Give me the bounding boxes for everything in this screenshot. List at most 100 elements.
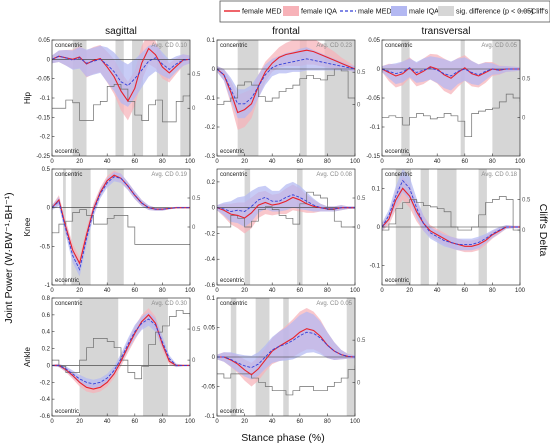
xtick-label: 0	[215, 419, 219, 425]
rtick-label: 0.5	[522, 77, 531, 83]
column-title-frontal: frontal	[272, 26, 300, 37]
ytick-label: 0.8	[42, 296, 51, 302]
female-med-line	[52, 47, 190, 103]
xtick-label: 100	[185, 288, 196, 294]
ytick-label: 0.05	[203, 326, 215, 332]
xtick-label: 60	[296, 159, 303, 165]
xtick-label: 40	[434, 288, 441, 294]
panels: -0.25 -0.2 -0.15 -0.1 -0.05 0 0.05 0 20 40 60 80 100…	[23, 38, 531, 425]
male-iqa-band	[217, 47, 355, 119]
ytick-label: -0.1	[40, 96, 51, 102]
ytick-label: -0.05	[36, 77, 50, 83]
xtick-label: 20	[76, 159, 83, 165]
ytick-label: 0.2	[42, 347, 51, 353]
xtick-label: 100	[350, 159, 361, 165]
male-iqa-band	[382, 56, 520, 91]
rtick-label: 0	[357, 225, 361, 231]
xtick-label: 60	[131, 159, 138, 165]
cliffs-delta-line	[217, 365, 355, 396]
avg-cd-label: Avg. CD 0.18	[481, 172, 517, 178]
male-med-line	[217, 194, 355, 213]
eccentric-label: eccentric	[385, 278, 409, 284]
legend-female-med: female MED	[242, 7, 282, 16]
rtick-label: 0	[357, 380, 361, 386]
xtick-label: 80	[324, 419, 331, 425]
rtick-label: 0	[357, 102, 361, 108]
panel-ankle-frontal: -0.1 -0.05 0 0.05 0.1 0 20 40 60 80 100 0 0.5 concent…	[201, 296, 366, 425]
male-iqa-band	[52, 312, 190, 389]
male-med-line	[382, 67, 520, 77]
legend-female-iqa: female IQA	[301, 7, 337, 16]
sig-region-2	[107, 169, 124, 285]
xtick-label: 100	[350, 419, 361, 425]
xtick-label: 20	[76, 419, 83, 425]
rtick-label: 0	[192, 106, 196, 112]
sig-region-0	[79, 298, 119, 416]
ytick-label: -0.2	[40, 380, 51, 386]
concentric-label: concentric	[55, 172, 82, 178]
xtick-label: 60	[131, 288, 138, 294]
eccentric-label: eccentric	[55, 149, 79, 155]
xtick-label: 80	[159, 288, 166, 294]
xtick-label: 40	[104, 419, 111, 425]
cliffs-delta-line	[382, 196, 520, 234]
xtick-label: 0	[50, 419, 54, 425]
xtick-label: 40	[104, 159, 111, 165]
xtick-label: 60	[461, 288, 468, 294]
male-iqa-band	[52, 44, 190, 107]
sig-region-4	[180, 40, 190, 156]
sig-region-1	[297, 169, 303, 285]
sig-region-2	[132, 40, 144, 156]
xtick-label: 100	[350, 288, 361, 294]
eccentric-label: eccentric	[55, 409, 79, 415]
ytick-label: 0.05	[368, 38, 380, 44]
concentric-label: concentric	[220, 172, 247, 178]
cliffs-delta-line	[52, 310, 190, 380]
ytick-label: -0.25	[36, 154, 50, 160]
male-med-line	[52, 176, 190, 271]
sig-region-1	[460, 40, 465, 156]
xtick-label: 100	[515, 159, 526, 165]
concentric-label: concentric	[220, 301, 247, 307]
ytick-label: -0.05	[366, 96, 380, 102]
xtick-label: 20	[406, 159, 413, 165]
ytick-label: -0.6	[205, 283, 216, 289]
xtick-label: 100	[185, 419, 196, 425]
xtick-label: 80	[324, 288, 331, 294]
y-axis-label: Joint Power (W·BW⁻¹·BH⁻¹)	[3, 192, 15, 323]
legend-swatch-male-iqa	[391, 6, 407, 16]
ytick-label: 0	[212, 67, 216, 73]
avg-cd-label: Avg. CD 0.19	[151, 172, 187, 178]
column-title-transversal: transversal	[422, 26, 471, 37]
xtick-label: 60	[131, 419, 138, 425]
male-med-line	[52, 318, 190, 385]
ytick-label: 0	[212, 206, 216, 212]
male-iqa-band	[217, 181, 355, 227]
panel-ankle-sagittal: -0.6 -0.4 -0.2 0 0.2 0.4 0.6 0.8 0 20 40 60 80 100 0 0.…	[23, 296, 201, 425]
legend-swatch-sig	[438, 6, 454, 16]
rtick-label: 0.5	[357, 196, 366, 202]
xtick-label: 0	[50, 159, 54, 165]
ytick-label: -0.15	[36, 115, 50, 121]
ytick-label: -0.1	[370, 264, 381, 270]
eccentric-label: eccentric	[220, 409, 244, 415]
male-med-line	[217, 331, 355, 369]
ytick-label: 0.1	[207, 38, 216, 44]
eccentric-label: eccentric	[55, 278, 79, 284]
right-axis-label: Cliff's Delta	[537, 204, 549, 257]
rtick-label: 0.5	[357, 338, 366, 344]
avg-cd-label: Avg. CD 0.10	[151, 43, 187, 49]
ytick-label: -0.1	[370, 125, 381, 131]
ytick-label: 0	[47, 206, 51, 212]
ytick-label: -0.2	[205, 125, 216, 131]
avg-cd-label: Avg. CD 0.05	[481, 43, 517, 49]
xtick-label: 100	[185, 159, 196, 165]
concentric-label: concentric	[55, 43, 82, 49]
rtick-label: 0.5	[192, 72, 201, 78]
xtick-label: 80	[159, 419, 166, 425]
male-med-line	[52, 55, 190, 87]
xtick-label: 60	[296, 419, 303, 425]
rtick-label: 0.5	[192, 196, 201, 202]
row-label-ankle: Ankle	[23, 346, 32, 367]
ytick-label: 0	[377, 67, 381, 73]
